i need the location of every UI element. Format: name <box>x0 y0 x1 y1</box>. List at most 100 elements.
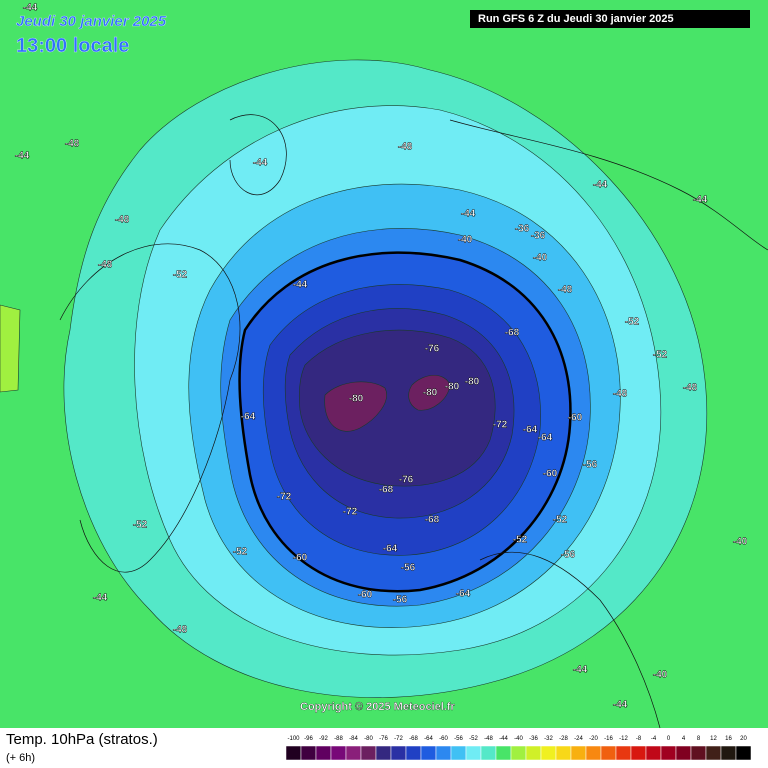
contour-label: -64 <box>538 433 553 444</box>
color-swatch <box>420 745 437 761</box>
contour-label: -64 <box>241 412 256 423</box>
contour-label: -44 <box>93 593 108 604</box>
scale-label: 20 <box>740 736 747 742</box>
color-swatch <box>645 745 662 761</box>
contour-label: -40 <box>533 253 548 264</box>
contour-label: -68 <box>379 485 394 496</box>
color-swatch <box>630 745 647 761</box>
color-swatch <box>615 745 632 761</box>
scale-label: -12 <box>619 736 628 742</box>
contour-label: -52 <box>173 270 188 281</box>
contour-labels: -44 -48 -44 -48 -52 -48 -44 -44 -48 -44 -40 -36-36 -… <box>15 2 748 710</box>
scale-label: -76 <box>379 736 388 742</box>
color-swatch <box>285 745 302 761</box>
contour-label: -56 <box>583 460 598 471</box>
contour-label: -44 <box>293 280 308 291</box>
contour-label: -48 <box>398 142 413 153</box>
color-scale: -100 -96 -92 -88 -84 -80 -76 -72 -68 -64 -60 -56 -52… <box>285 736 752 761</box>
scale-label: -8 <box>636 736 642 742</box>
scale-label: -32 <box>544 736 553 742</box>
contour-label: -68 <box>505 328 520 339</box>
time: 13:00 locale <box>16 35 129 57</box>
contour-label: -56 <box>401 563 416 574</box>
contour-label: -64 <box>383 544 398 555</box>
scale-label: 0 <box>667 736 671 742</box>
scale-label: -88 <box>334 736 343 742</box>
color-swatch <box>690 745 707 761</box>
scale-label: -36 <box>529 736 538 742</box>
color-swatch <box>300 745 317 761</box>
color-swatch <box>435 745 452 761</box>
contour-label: -44 <box>593 180 608 191</box>
color-swatch <box>675 745 692 761</box>
scale-label: 4 <box>682 736 686 742</box>
color-swatch <box>525 745 542 761</box>
scale-label: 16 <box>725 736 732 742</box>
scale-label: -68 <box>409 736 418 742</box>
scale-label: 8 <box>697 736 701 742</box>
color-swatch <box>555 745 572 761</box>
contour-label: -76 <box>399 475 414 486</box>
color-swatch <box>330 745 347 761</box>
contour-label: -76 <box>425 344 440 355</box>
contour-label: -44 <box>461 209 476 220</box>
scale-label: -48 <box>484 736 493 742</box>
contour-label: -68 <box>425 515 440 526</box>
contour-label: -40 <box>458 235 473 246</box>
scale-label: -72 <box>394 736 403 742</box>
scale-label: -80 <box>364 736 373 742</box>
color-swatch <box>480 745 497 761</box>
date: Jeudi 30 janvier 2025 <box>16 13 167 30</box>
scale-label: -56 <box>454 736 463 742</box>
color-swatch <box>405 745 422 761</box>
contour-label: -80 <box>349 394 364 405</box>
footer-step: (+ 6h) <box>6 752 35 764</box>
color-swatch <box>510 745 527 761</box>
color-swatch <box>360 745 377 761</box>
contour-label: -44 <box>15 151 30 162</box>
scale-label: -44 <box>499 736 508 742</box>
color-swatch <box>735 745 752 761</box>
contour-label: -36 <box>515 224 530 235</box>
contour-label: -48 <box>173 625 188 636</box>
scale-label: -40 <box>514 736 523 742</box>
color-swatch <box>345 745 362 761</box>
contour-label: -48 <box>613 389 628 400</box>
color-swatch <box>315 745 332 761</box>
scale-label: -4 <box>651 736 657 742</box>
scale-label: -100 <box>287 736 300 742</box>
contour-label: -56 <box>561 550 576 561</box>
color-swatch <box>600 745 617 761</box>
contour-label: -40 <box>733 537 748 548</box>
contour-label: -60 <box>358 590 373 601</box>
contour-label: -52 <box>653 350 668 361</box>
color-swatch <box>720 745 737 761</box>
contour-label: -80 <box>465 377 480 388</box>
color-swatch <box>390 745 407 761</box>
run-info: Run GFS 6 Z du Jeudi 30 janvier 2025 <box>478 13 674 25</box>
color-swatch <box>585 745 602 761</box>
contour-label: -64 <box>523 425 538 436</box>
contour-label: -48 <box>115 215 130 226</box>
contour-label: -72 <box>277 492 292 503</box>
scale-label: -52 <box>469 736 478 742</box>
scale-label: -20 <box>589 736 598 742</box>
scale-label: -84 <box>349 736 358 742</box>
contour-label: -44 <box>573 665 588 676</box>
contour-label: -80 <box>445 382 460 393</box>
contour-label: -80 <box>423 388 438 399</box>
contour-label: -48 <box>558 285 573 296</box>
scale-label: -60 <box>439 736 448 742</box>
contour-label: -44 <box>693 195 708 206</box>
color-swatch <box>540 745 557 761</box>
contour-label: -52 <box>625 317 640 328</box>
color-swatch <box>570 745 587 761</box>
color-swatch <box>450 745 467 761</box>
contour-label: -64 <box>456 589 471 600</box>
contour-label: -56 <box>393 595 408 606</box>
run-banner <box>470 10 750 28</box>
contour-label: -60 <box>293 553 308 564</box>
scale-label: 12 <box>710 736 717 742</box>
